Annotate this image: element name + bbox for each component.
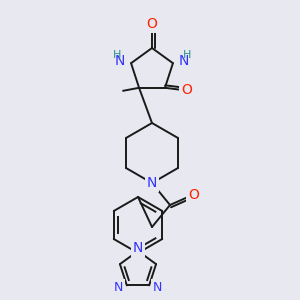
Text: N: N <box>152 281 162 294</box>
Text: N: N <box>133 241 143 255</box>
Text: H: H <box>183 50 191 60</box>
Text: N: N <box>114 281 124 294</box>
Text: O: O <box>189 188 200 202</box>
Text: O: O <box>147 17 158 31</box>
Text: N: N <box>179 54 189 68</box>
Text: N: N <box>147 176 157 190</box>
Text: N: N <box>115 54 125 68</box>
Text: O: O <box>182 83 192 97</box>
Text: H: H <box>113 50 121 60</box>
